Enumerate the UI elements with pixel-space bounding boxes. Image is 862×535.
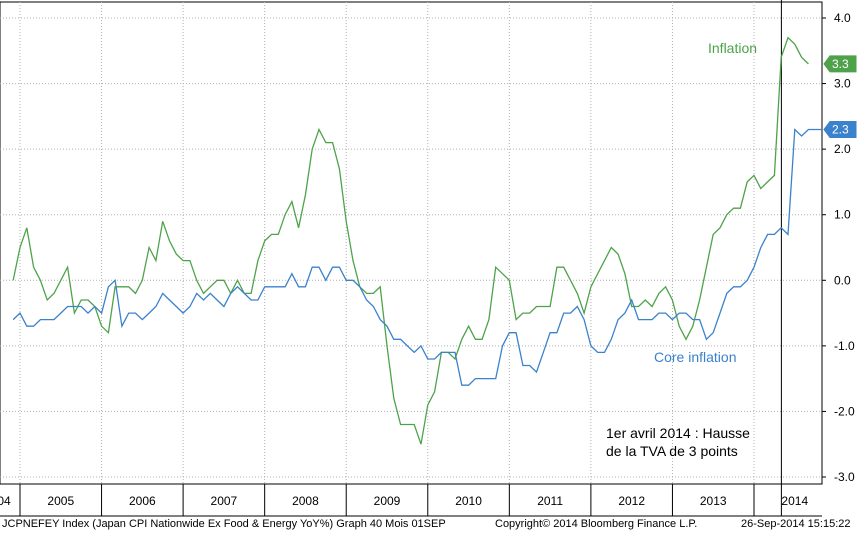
x-tick-label: 2005 [47,494,74,508]
vat-annotation-line2: de la TVA de 3 points [606,443,738,459]
horizontal-gridlines [0,17,822,478]
footer-copyright: Copyright© 2014 Bloomberg Finance L.P. [495,518,698,530]
x-tick-label: 2013 [700,494,727,508]
footer-source: JCPNEFEY Index (Japan CPI Nationwide Ex … [2,518,446,530]
last-value-tags: 3.3 2.3 [823,55,857,138]
y-tick-label: 4.0 [834,11,851,25]
x-tick-label: 2010 [455,494,482,508]
series-line-core-inflation [12,128,822,386]
y-tick-label: 0.0 [834,273,851,287]
x-tick-label: 2011 [537,494,563,508]
series-layer [12,36,822,445]
y-tick-label: 1.0 [834,208,851,222]
footer-timestamp: 26-Sep-2014 15:15:22 [741,518,851,530]
last-value-tag [823,120,857,138]
series-line-inflation [12,36,809,445]
y-tick-label: 2.0 [834,142,851,156]
vat-annotation-line1: 1er avril 2014 : Hausse [606,425,750,441]
x-tick-label: 2009 [374,494,401,508]
last-value-label: 2.3 [832,122,849,136]
last-value-label: 3.3 [832,57,849,71]
x-tick-label: 04 [0,494,11,508]
x-tick-label: 2007 [211,494,238,508]
x-tick-label: 2008 [292,494,319,508]
y-tick-label: -3.0 [834,470,855,484]
x-tick-label: 2006 [129,494,156,508]
y-tick-label: -2.0 [834,404,855,418]
x-tick-label: 2012 [618,494,645,508]
x-axis: 04 2005 2006 2007 2008 2009 2010 2011 2012 2013 20… [0,483,822,517]
vertical-gridlines [19,2,755,484]
core-inflation-series-label: Core inflation [654,349,737,365]
y-axis: 4.0 3.0 2.0 1.0 0.0 -1.0 -2.0 -3.0 [822,11,855,484]
x-tick-label: 2014 [781,494,808,508]
last-value-tag [823,55,857,73]
y-tick-label: -1.0 [834,339,855,353]
inflation-series-label: Inflation [708,40,757,56]
y-tick-label: 3.0 [834,77,851,91]
